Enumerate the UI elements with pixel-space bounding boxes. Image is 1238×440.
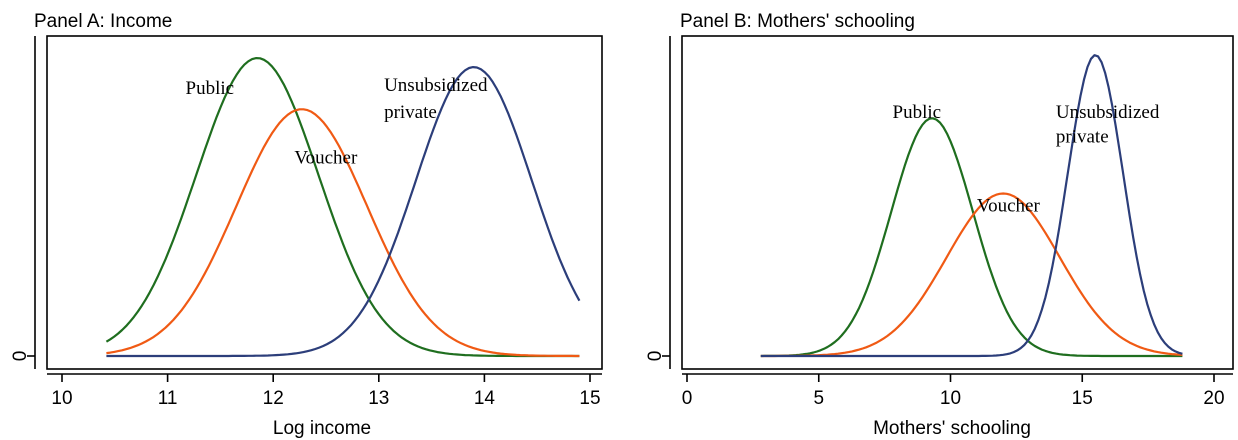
x-tick-label: 14 [474,388,496,409]
x-tick-label: 15 [579,388,600,409]
panel-b-frame [681,35,1234,370]
series-line-public [105,56,580,358]
panel-a-x-axis-title: Log income [273,418,371,439]
panel-a-title: Panel A: Income [34,11,172,32]
series-line-public [760,117,1183,358]
panel-b-mothers-schooling: Panel B: Mothers' schooling 0 5 10 15 20 0 Pu… [645,11,1234,439]
panel-a-frame [46,35,603,370]
panel-a-ticks: 10 11 12 13 14 15 0 [10,351,601,409]
panel-b-ticks: 0 5 10 15 20 0 [645,351,1225,409]
x-tick-label: 10 [51,388,72,409]
curve-annotation: Public [186,78,235,99]
series-line-unsubsidized-private [760,54,1183,358]
y-tick-label: 0 [10,351,31,362]
curve-annotation: Unsubsidized [1056,102,1160,123]
curve-annotation: Public [893,102,942,123]
panel-b-title: Panel B: Mothers' schooling [680,11,915,32]
curve-annotation: Voucher [977,196,1041,217]
x-tick-label: 15 [1072,388,1093,409]
x-tick-label: 13 [368,388,389,409]
panel-a-income: Panel A: Income 10 11 12 13 14 15 0 Public Unsu… [10,11,603,439]
panel-b-curves [760,54,1183,358]
curve-annotation: Unsubsidized [384,75,488,96]
curve-annotation: private [1056,126,1109,147]
x-tick-label: 11 [158,388,178,409]
panel-b-annotations: Public Unsubsidized private Voucher [893,102,1160,216]
curve-annotation: Voucher [294,147,358,168]
x-tick-label: 20 [1203,388,1224,409]
x-tick-label: 0 [682,388,693,409]
series-line-voucher [106,108,580,358]
panel-a-curves [105,56,581,358]
x-tick-label: 12 [263,388,284,409]
series-line-voucher [760,192,1183,358]
x-tick-label: 10 [940,388,961,409]
series-line-unsubsidized-private [106,65,581,358]
y-tick-label: 0 [645,351,666,362]
panel-b-x-axis-title: Mothers' schooling [873,418,1031,439]
curve-annotation: private [384,102,437,123]
x-tick-label: 5 [813,388,824,409]
panel-a-annotations: Public Unsubsidized private Voucher [186,75,488,168]
